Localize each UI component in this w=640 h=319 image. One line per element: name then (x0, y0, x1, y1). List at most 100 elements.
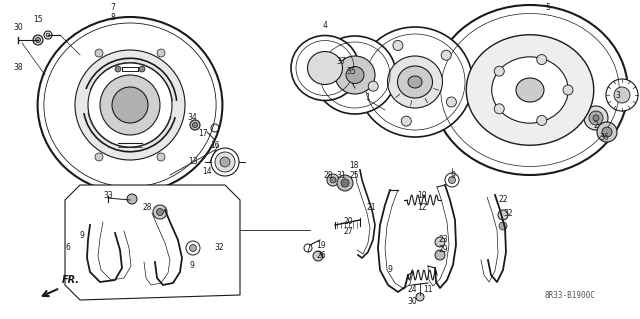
Circle shape (499, 222, 507, 230)
Circle shape (220, 157, 230, 167)
Text: 8: 8 (111, 13, 115, 23)
Circle shape (435, 250, 445, 260)
Circle shape (139, 66, 145, 72)
Circle shape (115, 66, 121, 72)
Circle shape (327, 174, 339, 186)
Text: 24: 24 (407, 286, 417, 294)
Text: 2: 2 (594, 121, 598, 130)
Circle shape (330, 177, 336, 183)
Ellipse shape (492, 57, 568, 123)
Circle shape (435, 237, 445, 247)
Circle shape (606, 79, 638, 111)
Text: 17: 17 (198, 129, 208, 137)
Circle shape (537, 55, 547, 64)
Circle shape (46, 33, 50, 37)
Circle shape (157, 49, 165, 57)
Circle shape (190, 120, 200, 130)
Circle shape (494, 66, 504, 76)
Text: 4: 4 (323, 20, 328, 29)
Circle shape (593, 115, 599, 121)
Circle shape (498, 210, 508, 220)
Text: 10: 10 (417, 190, 427, 199)
Ellipse shape (88, 63, 172, 147)
Circle shape (189, 244, 196, 251)
Text: 6: 6 (65, 243, 70, 253)
Circle shape (441, 50, 451, 60)
Circle shape (449, 176, 456, 183)
Text: 26: 26 (316, 250, 326, 259)
Text: 11: 11 (423, 286, 433, 294)
Text: 20: 20 (343, 218, 353, 226)
Circle shape (393, 41, 403, 50)
Text: 16: 16 (210, 140, 220, 150)
Circle shape (614, 87, 630, 103)
Text: 38: 38 (13, 63, 23, 72)
Circle shape (337, 175, 353, 191)
Circle shape (563, 85, 573, 95)
Circle shape (157, 153, 165, 161)
Text: 12: 12 (417, 203, 427, 211)
Circle shape (341, 179, 349, 187)
Circle shape (35, 38, 40, 42)
Ellipse shape (397, 66, 433, 98)
Ellipse shape (291, 35, 359, 100)
Text: 32: 32 (214, 243, 224, 253)
Circle shape (95, 49, 103, 57)
Text: 9: 9 (79, 231, 84, 240)
Circle shape (95, 153, 103, 161)
Text: 7: 7 (111, 4, 115, 12)
Circle shape (602, 127, 612, 137)
Ellipse shape (75, 50, 185, 160)
Text: 13: 13 (188, 158, 198, 167)
Polygon shape (65, 185, 240, 300)
Text: 28: 28 (323, 170, 333, 180)
Ellipse shape (408, 76, 422, 88)
Text: 30: 30 (407, 298, 417, 307)
Text: 22: 22 (499, 196, 508, 204)
Ellipse shape (516, 78, 544, 102)
Text: 23: 23 (438, 235, 448, 244)
Circle shape (193, 122, 198, 128)
Circle shape (344, 69, 352, 77)
Ellipse shape (307, 51, 342, 85)
Circle shape (446, 97, 456, 107)
Text: 30: 30 (13, 24, 23, 33)
Text: 9: 9 (388, 265, 392, 275)
Text: 19: 19 (316, 241, 326, 249)
Ellipse shape (100, 75, 160, 135)
Ellipse shape (358, 27, 472, 137)
Text: 8R33-B1900C: 8R33-B1900C (545, 291, 595, 300)
Text: 27: 27 (343, 227, 353, 236)
Text: 28: 28 (142, 204, 152, 212)
Circle shape (597, 122, 617, 142)
Circle shape (589, 111, 603, 125)
Circle shape (401, 116, 412, 126)
Text: 9: 9 (189, 261, 195, 270)
Circle shape (153, 205, 167, 219)
Ellipse shape (112, 87, 148, 123)
Ellipse shape (467, 35, 594, 145)
Circle shape (416, 293, 424, 301)
Text: 31: 31 (336, 170, 346, 180)
Circle shape (494, 104, 504, 114)
Ellipse shape (314, 36, 396, 114)
Circle shape (33, 35, 43, 45)
Text: 33: 33 (103, 190, 113, 199)
Text: 37: 37 (336, 57, 346, 66)
Text: 36: 36 (599, 133, 609, 143)
Text: 1: 1 (365, 93, 371, 102)
Text: 25: 25 (349, 170, 359, 180)
Text: 14: 14 (202, 167, 212, 176)
Ellipse shape (432, 5, 628, 175)
Text: 29: 29 (438, 246, 448, 255)
Text: 15: 15 (33, 16, 43, 25)
Circle shape (127, 194, 137, 204)
Circle shape (537, 115, 547, 125)
Ellipse shape (346, 66, 364, 84)
Circle shape (368, 81, 378, 91)
Ellipse shape (387, 56, 442, 108)
Text: 34: 34 (187, 114, 197, 122)
Text: 21: 21 (366, 204, 376, 212)
Text: 9: 9 (451, 170, 456, 180)
Text: 5: 5 (545, 4, 550, 12)
